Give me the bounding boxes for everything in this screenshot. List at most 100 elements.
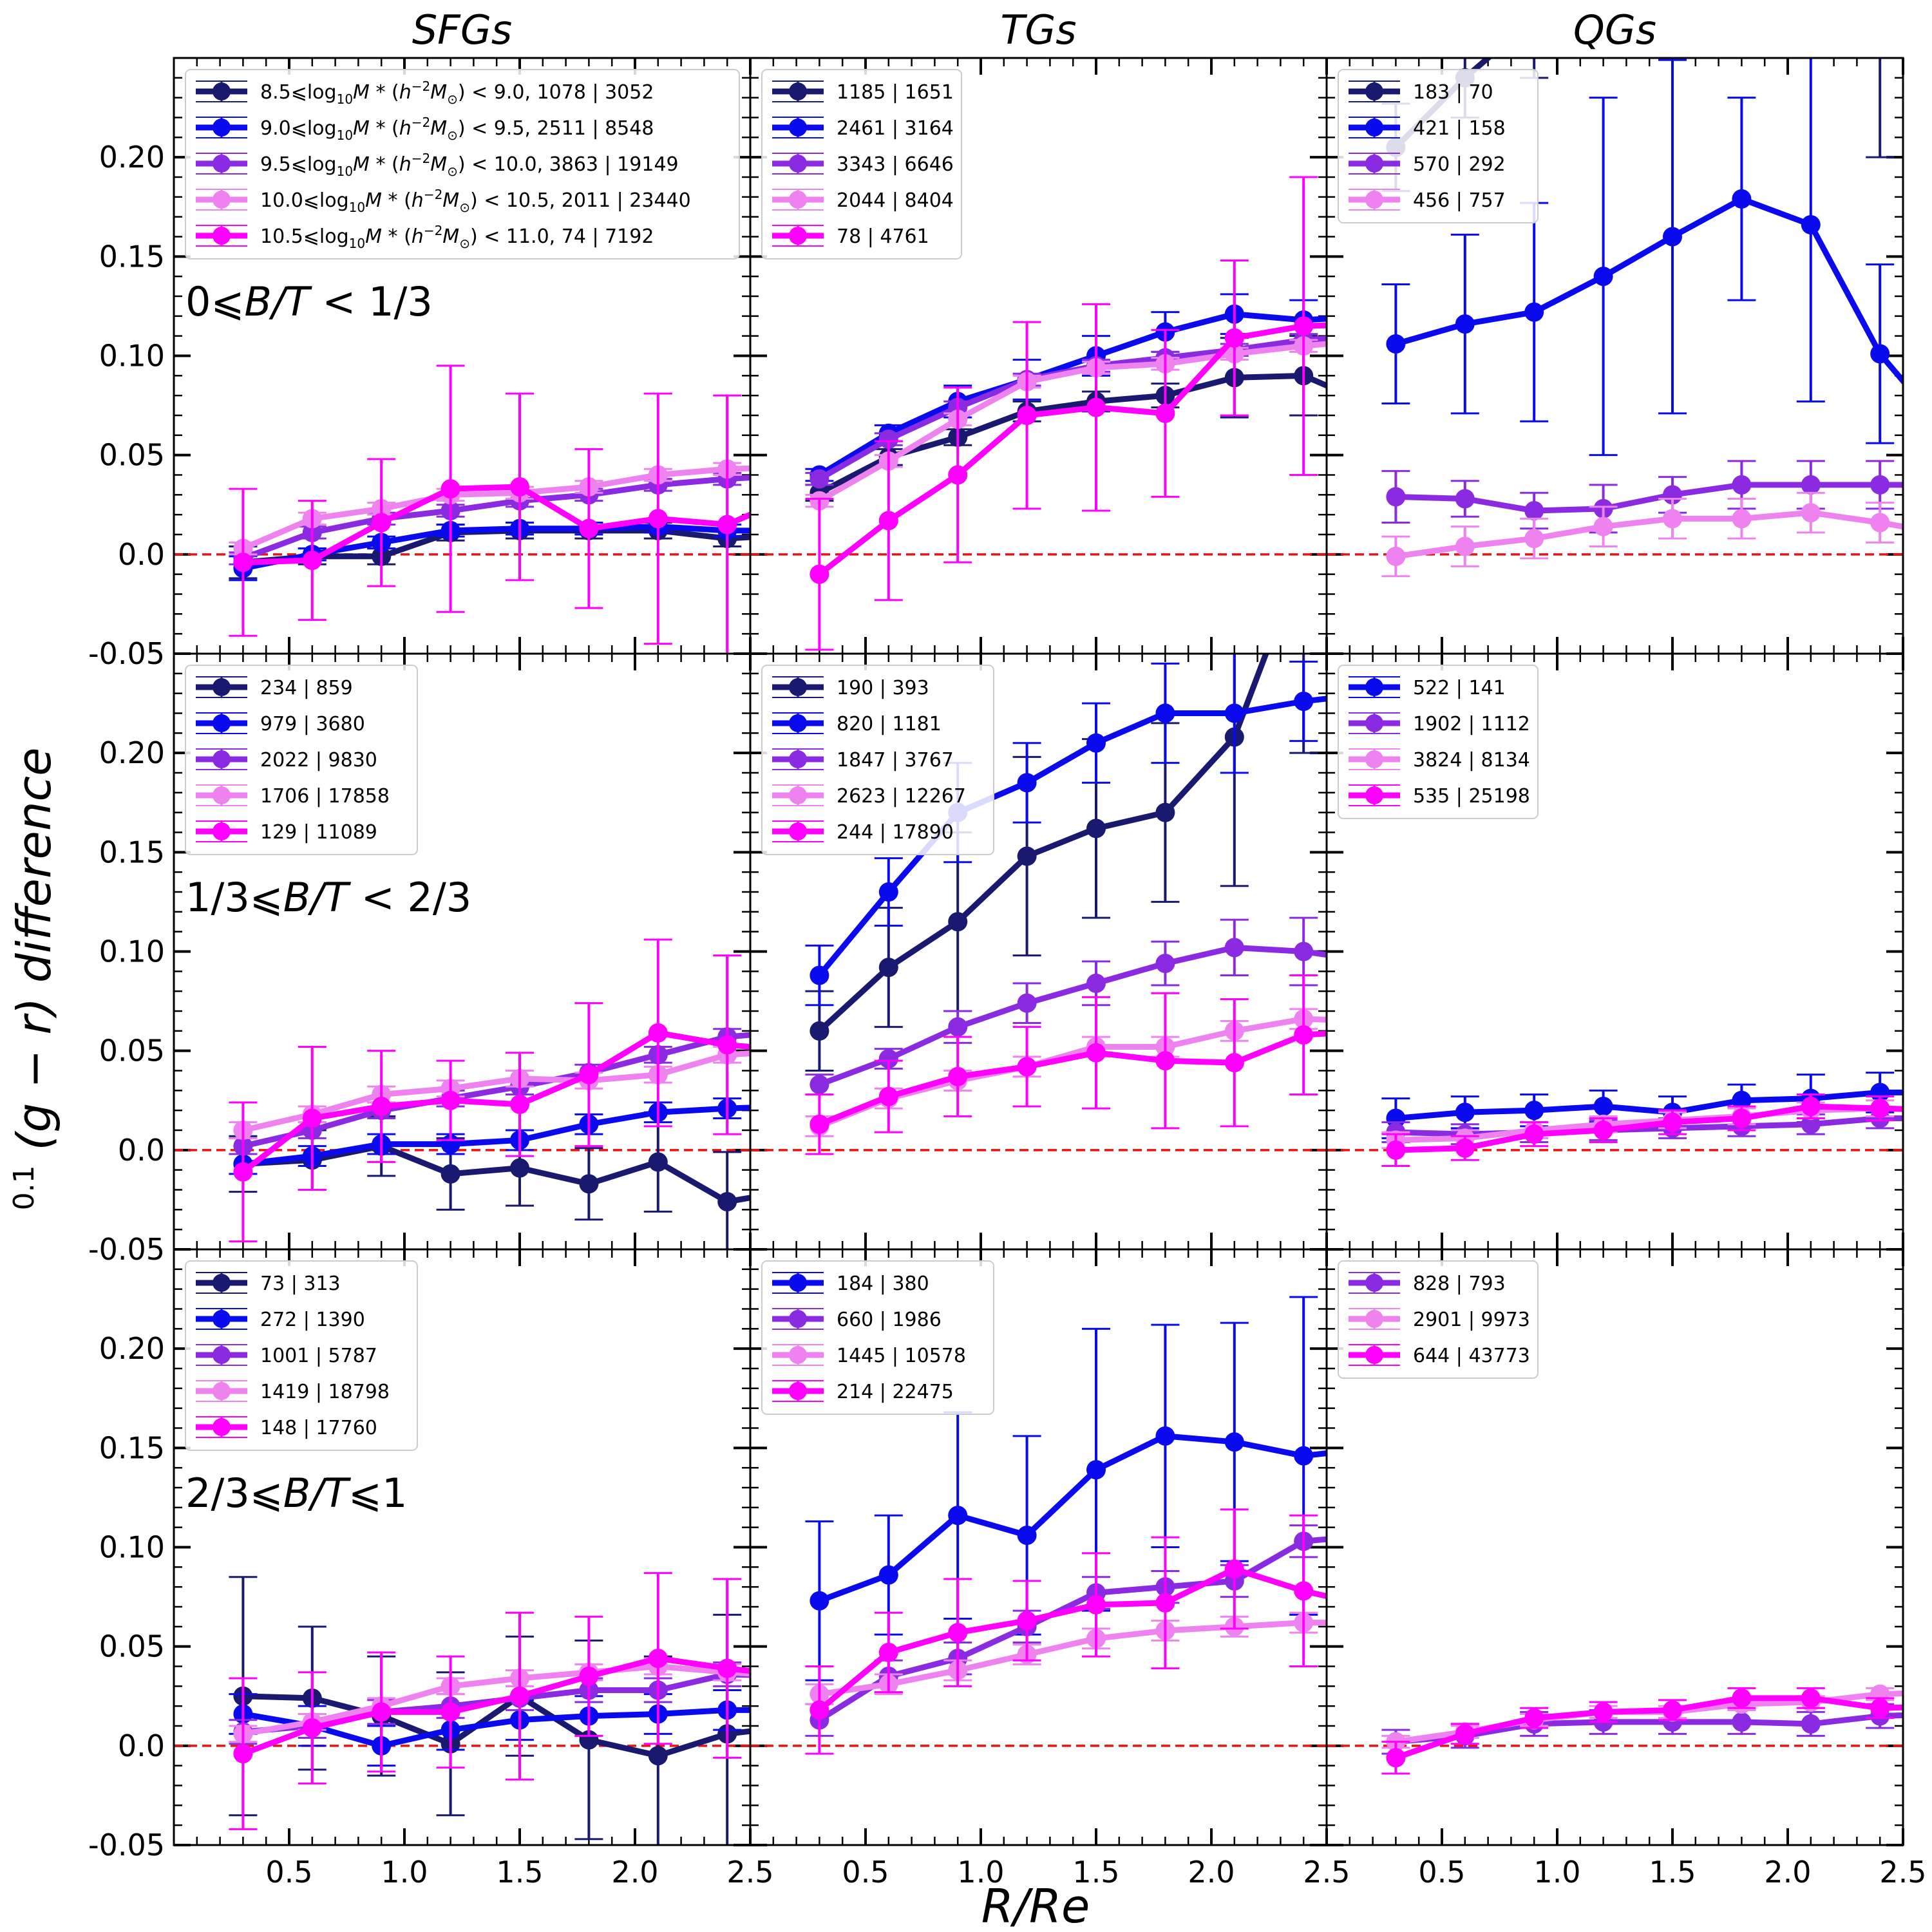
legend: 234 | 859 979 | 3680 2022 | 9830 1706 | 178… [185,665,418,855]
legend-label: 272 | 1390 [260,1309,365,1331]
legend-label: 1185 | 1651 [837,81,954,104]
data-point [1086,819,1106,838]
legend-label: 2901 | 9973 [1413,1309,1530,1331]
data-point [1386,487,1406,507]
legend-marker [789,1346,807,1364]
x-tick-label: 1.5 [1072,1855,1119,1889]
legend: 828 | 793 2901 | 9973 644 | 43773 [1338,1260,1539,1379]
data-point [1801,503,1821,523]
data-point [302,1718,322,1738]
legend-label: 3343 | 6646 [837,153,954,176]
legend-entry: 214 | 22475 [772,1380,954,1403]
legend-marker [213,155,231,173]
series-mass-bin-4 [229,1572,806,1830]
data-point [1455,489,1475,509]
data-point [510,1686,529,1706]
data-point [787,1667,806,1686]
data-point [1224,938,1244,958]
data-point [1363,314,1383,334]
legend-label: 1902 | 1112 [1413,713,1530,735]
data-point [1870,513,1890,533]
data-point [233,553,253,573]
y-tick-label: 0.10 [99,1530,165,1565]
data-point [1386,1140,1406,1160]
legend-entry: 1706 | 17858 [196,784,390,808]
series-mass-bin-3 [1381,491,1903,578]
legend-entry: 2901 | 9973 [1349,1308,1530,1331]
y-tick-label: -0.05 [88,1828,165,1862]
data-point [579,518,599,538]
y-tick-label: 0.0 [118,1133,165,1168]
legend-marker [213,1346,231,1364]
series-mass-bin-4 [805,974,1327,1155]
data-point [302,551,322,571]
legend-marker [213,714,231,732]
legend-label: 2623 | 12267 [837,785,966,808]
data-point [1017,1611,1037,1631]
data-point [440,1090,460,1110]
y-axis-title-superscript: 0.1 [8,1165,41,1210]
legend-label: 2022 | 9830 [260,749,377,772]
y-axis-title-main: (g − r) difference [7,748,61,1151]
data-point [787,1021,806,1041]
legend-marker [213,1310,231,1328]
legend-marker [789,786,807,804]
data-point [787,1041,806,1061]
data-point [878,430,898,449]
legend-label: 183 | 70 [1413,81,1493,104]
data-point [1524,1101,1544,1121]
legend-marker [789,1310,807,1328]
data-point [810,1114,829,1134]
data-point [1294,692,1314,711]
data-point [1224,703,1244,723]
legend: 190 | 393 820 | 1181 1847 | 3767 2623 | 122… [761,665,994,855]
legend-label: 644 | 43773 [1413,1345,1530,1367]
legend-entry: 1902 | 1112 [1349,712,1530,735]
legend-entry: 9.5⩽log10M * (h−2M⊙) < 10.0, 3863 | 1914… [196,151,679,179]
y-tick-label: 0.20 [99,140,165,175]
legend-entry: 1445 | 10578 [772,1344,966,1367]
legend-entry: 828 | 793 [1349,1272,1506,1295]
data-point [440,1702,460,1722]
panel-r2-c1: 0.5 1.0 1.5 2.0 2.5 184 | 380 660 | 1986 1445 |… [749,1248,1350,1889]
data-point [787,1667,806,1686]
legend-entry: 1847 | 3767 [772,748,954,772]
legend-marker [213,118,231,137]
data-point [787,521,806,540]
legend-marker [789,1382,807,1400]
legend-marker [213,1274,231,1292]
row-label-bt: 1/3⩽B/T < 2/3 [185,874,471,921]
data-point [1017,1526,1037,1545]
legend-label: 2461 | 3164 [837,117,954,140]
data-point [648,1152,668,1172]
data-point [1663,1700,1682,1720]
legend-label: 1001 | 5787 [260,1345,377,1367]
legend-marker [213,1418,231,1436]
x-tick-label: 2.0 [1764,1855,1811,1889]
legend-label: 78 | 4761 [837,225,929,248]
data-point [1086,973,1106,993]
series-mass-bin-1 [805,654,1327,1007]
data-point [810,1021,829,1041]
y-axis-title: 0.1 (g − r) difference [0,748,61,1211]
legend-marker [1365,1274,1383,1292]
legend-label: 9.0⩽log10M * (h−2M⊙) < 9.5, 2511 | 8548 [260,115,654,143]
legend-label: 1419 | 18798 [260,1381,390,1403]
data-point [1086,1595,1106,1615]
legend: 183 | 70 421 | 158 570 | 292 456 | 757 [1338,69,1539,223]
data-point [878,958,898,978]
data-point [948,912,968,932]
data-point [1294,1025,1314,1045]
data-point [1363,1011,1383,1030]
legend-label: 828 | 793 [1413,1273,1506,1295]
panel-r0-c1: 1185 | 1651 2461 | 3164 3343 | 6646 2044 | … [749,57,1383,655]
y-tick-label: -0.05 [88,1232,165,1267]
legend-entry: 10.5⩽log10M * (h−2M⊙) < 11.0, 74 | 7192 [196,223,654,251]
data-point [372,1097,392,1116]
data-point [1363,952,1383,971]
series-mass-bin-4 [805,1508,1327,1755]
legend-marker [789,118,807,137]
data-point [1155,1426,1175,1446]
panel-frame [1325,1248,1904,1846]
legend-marker [1365,1310,1383,1328]
